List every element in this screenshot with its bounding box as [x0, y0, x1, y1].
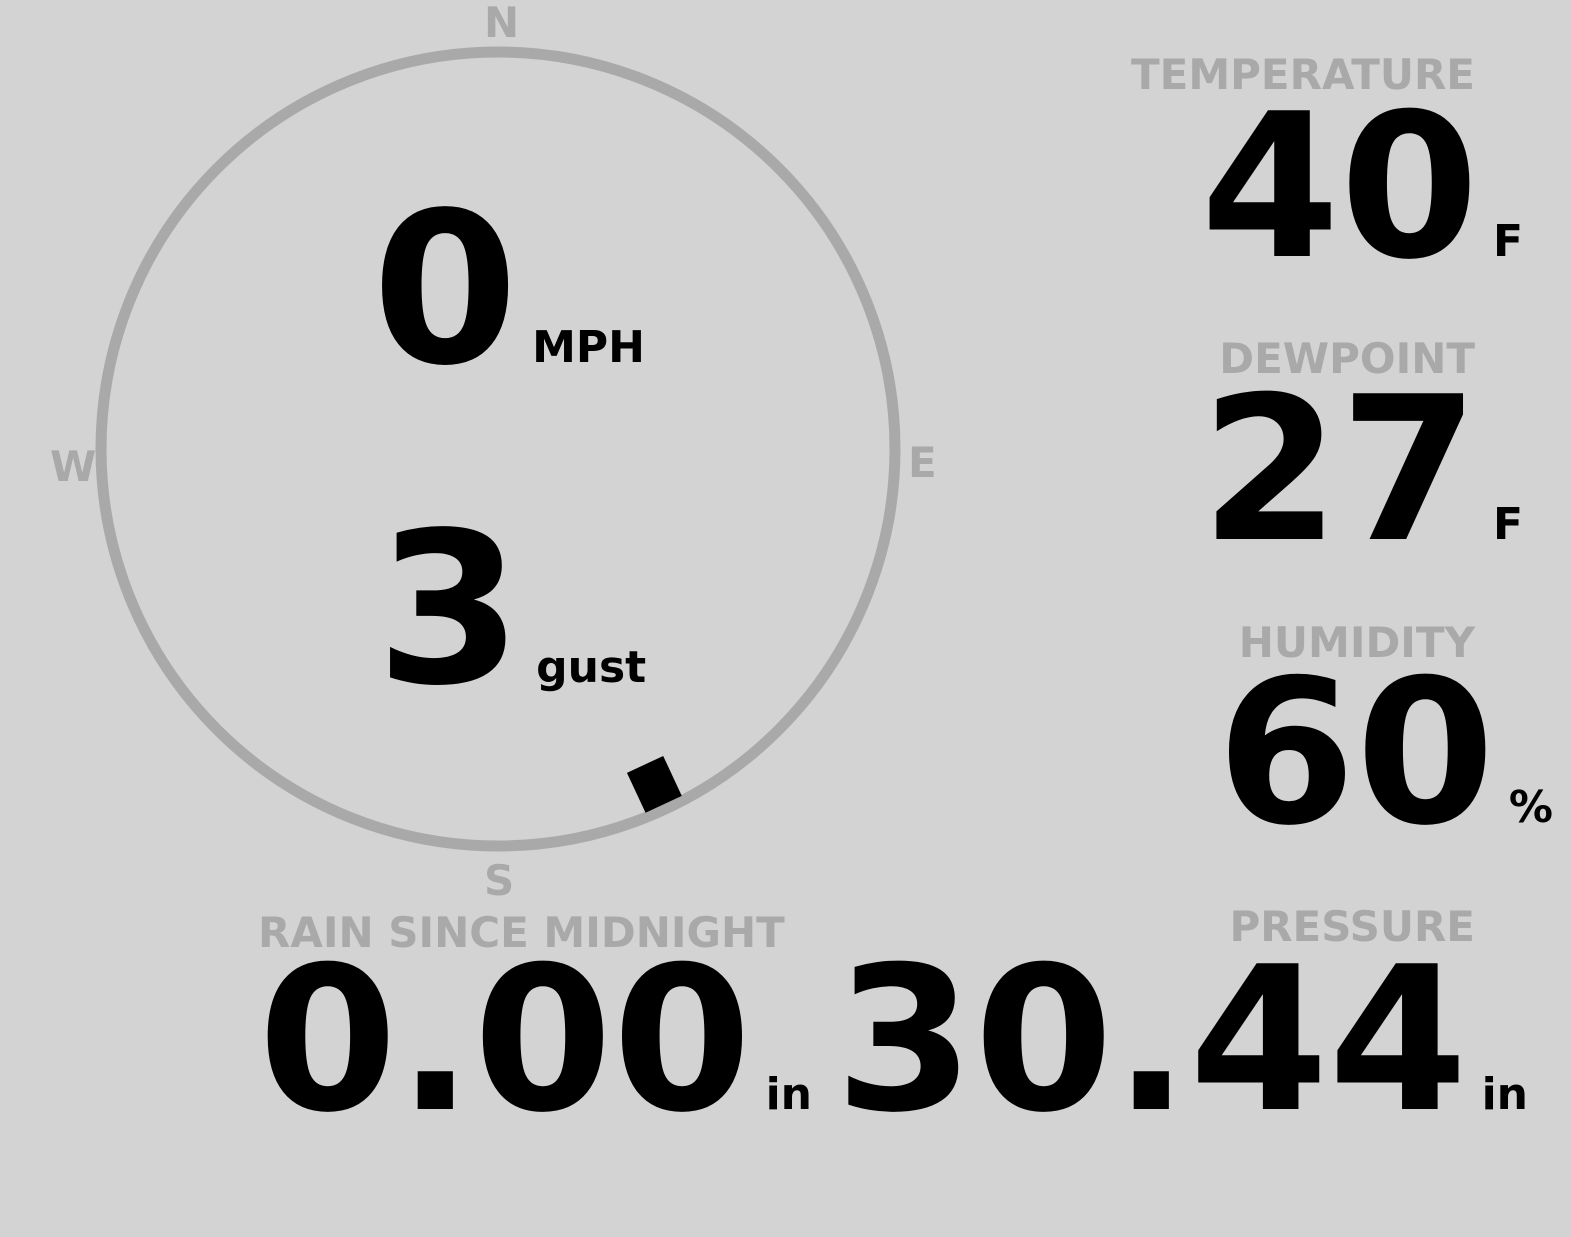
- compass-ring: [95, 46, 901, 852]
- pressure-unit: in: [1481, 1069, 1528, 1120]
- humidity-unit: %: [1508, 782, 1553, 833]
- pressure-value: 30.44: [834, 924, 1468, 1157]
- wind-gust-value: 3: [376, 487, 523, 732]
- dewpoint-unit: F: [1492, 499, 1523, 550]
- rain-value: 0.00: [258, 924, 752, 1157]
- humidity: 60 %: [1216, 637, 1553, 870]
- dewpoint: 27 F: [1200, 354, 1523, 587]
- rain-label: RAIN SINCE MIDNIGHT: [258, 908, 785, 957]
- wind-gust-unit: gust: [536, 642, 647, 693]
- compass-south-label: S: [484, 856, 515, 905]
- pressure: 30.44 in: [834, 924, 1528, 1157]
- rain-unit: in: [765, 1069, 812, 1120]
- wind-speed-value: 0: [372, 167, 519, 412]
- wind-speed-unit: MPH: [532, 322, 645, 373]
- wind-speed: 0 MPH: [372, 167, 645, 412]
- humidity-value: 60: [1216, 637, 1495, 870]
- wind-direction-marker: [626, 755, 682, 813]
- temperature-value: 40: [1200, 71, 1479, 304]
- humidity-label: HUMIDITY: [1238, 618, 1475, 667]
- compass-north-label: N: [484, 0, 520, 47]
- temperature-unit: F: [1492, 216, 1523, 267]
- compass-east-label: E: [908, 438, 937, 487]
- temperature: 40 F: [1200, 71, 1523, 304]
- wind-gust: 3 gust: [376, 487, 647, 732]
- pressure-label: PRESSURE: [1229, 902, 1475, 951]
- dewpoint-value: 27: [1200, 354, 1479, 587]
- dewpoint-label: DEWPOINT: [1219, 334, 1475, 383]
- compass-west-label: W: [50, 442, 97, 491]
- rain: 0.00 in: [258, 924, 812, 1157]
- temperature-label: TEMPERATURE: [1131, 50, 1475, 99]
